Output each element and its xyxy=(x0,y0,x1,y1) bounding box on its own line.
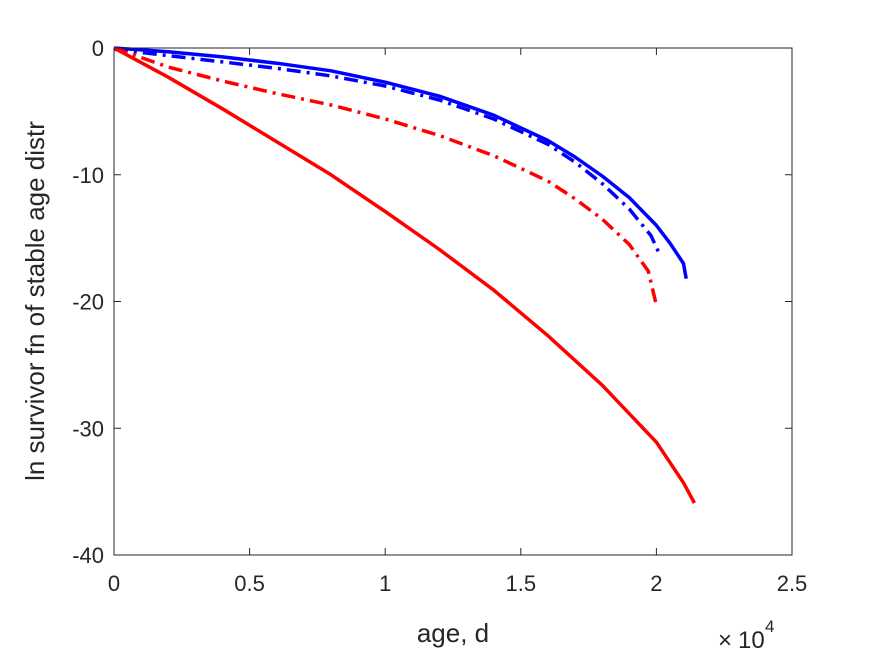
x-tick-label: 0.5 xyxy=(234,571,265,596)
x-axis-label: age, d xyxy=(417,618,489,648)
y-tick-label: 0 xyxy=(92,36,104,61)
x-tick-label: 2 xyxy=(650,571,662,596)
series-line-1 xyxy=(113,46,688,280)
y-tick-label: -10 xyxy=(72,163,104,188)
x-tick-label: 0 xyxy=(108,571,120,596)
y-tick-label: -30 xyxy=(72,416,104,441)
ticks-layer: 0 0.5 1 1.5 2 2.5 0 -10 -20 -30 -40 xyxy=(72,36,807,596)
x-exponent-power: 4 xyxy=(765,617,774,636)
plot-area xyxy=(114,48,792,555)
y-tick-label: -40 xyxy=(72,543,104,568)
series-layer xyxy=(113,46,696,504)
series-line-4 xyxy=(113,46,696,504)
x-exponent-label: × 10 4 xyxy=(718,617,774,654)
series-line-3 xyxy=(113,46,659,306)
y-tick-label: -20 xyxy=(72,290,104,315)
x-tick-label: 1 xyxy=(379,571,391,596)
x-exponent-base: 10 xyxy=(738,627,765,654)
y-axis-label: ln survivor fn of stable age distr xyxy=(20,121,50,481)
svg-text:×: × xyxy=(718,627,732,654)
x-tick-label: 2.5 xyxy=(777,571,808,596)
series-line-2 xyxy=(113,47,661,255)
x-tick-label: 1.5 xyxy=(506,571,537,596)
